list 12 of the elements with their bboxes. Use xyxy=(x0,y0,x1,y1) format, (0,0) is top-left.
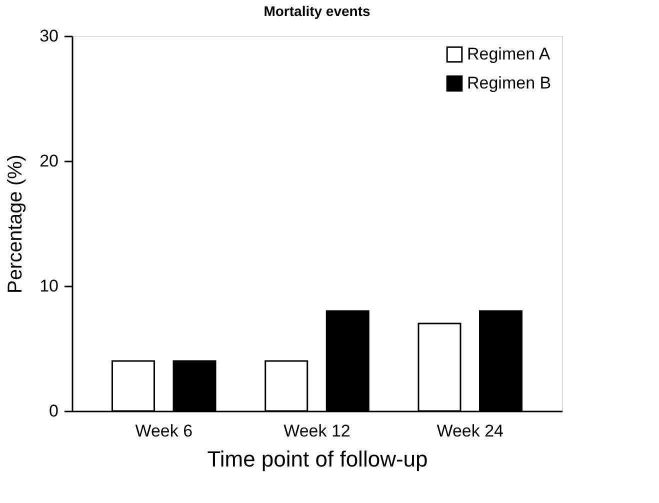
y-tick-label: 20 xyxy=(40,152,58,170)
y-tick-label: 10 xyxy=(40,276,58,296)
x-tick-label: Week 24 xyxy=(436,422,504,440)
x-tick-label: Week 12 xyxy=(284,422,350,440)
x-tick-label: Week 6 xyxy=(135,422,193,440)
y-axis-title: Percentage (%) xyxy=(4,154,27,294)
x-axis-title: Time point of follow-up xyxy=(207,446,428,472)
legend-label: Regimen B xyxy=(467,74,552,92)
chart-title: Mortality events xyxy=(264,3,371,19)
y-tick-label: 30 xyxy=(40,26,58,46)
y-tick-label: 0 xyxy=(49,402,58,420)
legend-label: Regimen A xyxy=(467,44,551,64)
